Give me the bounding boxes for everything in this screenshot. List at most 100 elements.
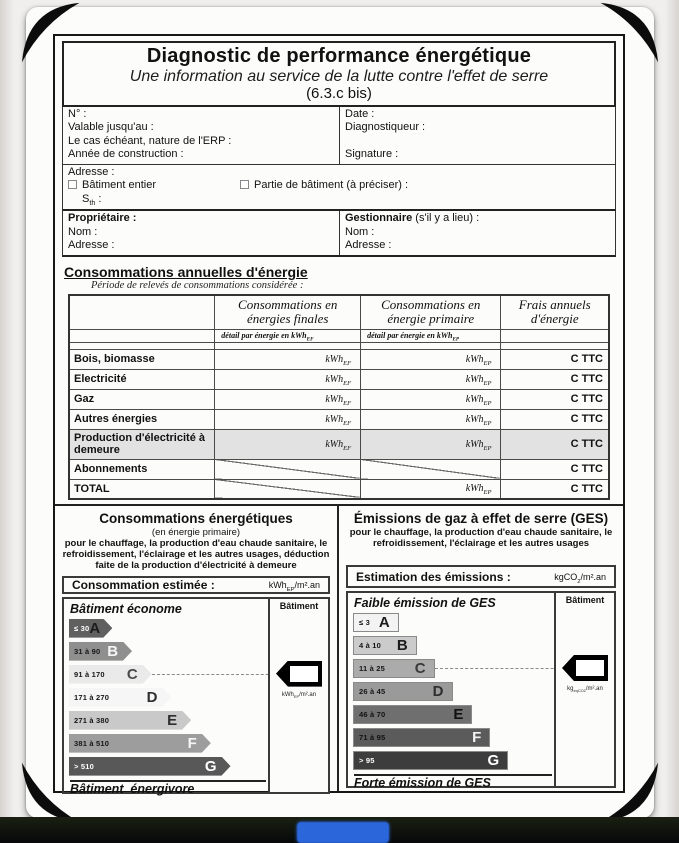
class-range-label: 381 à 510 (74, 738, 110, 748)
class-letter: C (126, 665, 138, 683)
class-bar-c: 91 à 170 C (69, 665, 152, 684)
page-curl-top-left-icon (21, 2, 80, 63)
annual-cost-value: C TTC (500, 368, 610, 390)
taskbar-highlight[interactable] (297, 822, 389, 843)
identification-left: N° : Valable jusqu'au : Le cas échéant, … (63, 107, 339, 164)
ges-class-row: 71 à 95 F (353, 728, 552, 747)
field-erp-label: Le cas échéant, nature de l'ERP : (68, 134, 232, 147)
energy-class-row: 271 à 380 E (69, 711, 266, 730)
ges-panel-title: Émissions de gaz à effet de serre (GES) (353, 511, 609, 527)
crossed-out-cell (360, 458, 502, 480)
field-date-label: Date : (345, 107, 375, 120)
class-range-label: > 510 (74, 761, 94, 771)
primary-energy-value: kWhEP (360, 348, 502, 370)
address-label: Adresse : (68, 165, 115, 178)
page-curl-bottom-left-icon (21, 762, 80, 823)
class-bar-f: 381 à 510 F (69, 734, 211, 753)
page-subtitle: Une information au service de la lutte c… (129, 68, 549, 85)
ges-estimate-box: Estimation des émissions : kgCO2/m².an (346, 565, 616, 588)
energy-estimate-label: Consommation estimée : (72, 577, 215, 592)
ges-estimate-unit: kgCO2/m².an (554, 571, 606, 585)
energy-building-column: Bâtiment kWhEP/m².an (268, 598, 328, 792)
col-header-empty (68, 294, 216, 330)
ges-class-row: 26 à 45 D (353, 682, 552, 701)
table-row: Electricité kWhEF kWhEP C TTC (68, 368, 610, 390)
class-letter: F (187, 734, 197, 752)
page-curl-bottom-right-icon (600, 762, 659, 823)
manager-name-label: Nom : (345, 225, 375, 238)
col-subheader-primary: détail par énergie en kWhEP (360, 328, 502, 343)
class-bar-e: 46 à 70 E (353, 705, 473, 724)
whole-building-label: Bâtiment entier (82, 179, 156, 192)
ges-class-row: 4 à 10 B (353, 636, 552, 655)
class-range-label: 271 à 380 (74, 715, 110, 725)
manager-address-label: Adresse : (345, 239, 392, 252)
consumption-section-title: Consommations annuelles d'énergie (64, 263, 308, 280)
energy-scale-bottom-label: Bâtiment énergivore (70, 779, 266, 796)
energy-panel-subtitle: (en énergie primaire) (151, 526, 241, 538)
energy-class-row: ≤ 30 A (69, 619, 266, 638)
field-signature-label: Signature : (345, 148, 399, 161)
class-letter: D (146, 688, 158, 706)
sth-label: Sth : (82, 192, 102, 208)
ges-class-row: ≤ 3 A (353, 613, 552, 632)
col-header-cost: Frais annuels d'énergie (500, 294, 610, 330)
building-column-unit: kWhEP/m².an (281, 691, 317, 699)
class-letter: E (453, 706, 464, 723)
final-energy-value: kWhEF (214, 348, 362, 370)
class-range-label: 26 à 45 (359, 687, 386, 696)
class-bar-a: ≤ 30 A (69, 619, 112, 638)
class-bar-e: 271 à 380 E (69, 711, 191, 730)
class-letter: B (107, 642, 119, 660)
page-curl-top-right-icon (600, 2, 659, 63)
form-reference: (6.3.c bis) (306, 85, 372, 103)
crossed-out-cell (214, 478, 362, 500)
class-letter: G (204, 757, 217, 775)
col-subheader-final: détail par énergie en kWhEF (214, 328, 362, 343)
energy-class-bars: ≤ 30 A 31 à 90 B 91 à 170 C 171 à 270 D 271 à 38… (69, 619, 328, 780)
energy-panel-title: Consommations énergétiques (99, 511, 293, 527)
energy-panel-description: pour le chauffage, la production d'eau c… (62, 538, 330, 572)
class-letter: B (396, 637, 408, 654)
ges-estimate-label: Estimation des émissions : (356, 569, 511, 584)
class-letter: E (167, 711, 178, 729)
ges-scale-top-label: Faible émission de GES (354, 596, 496, 610)
parties-section: Propriétaire : Nom : Adresse : Gestionna… (62, 209, 616, 257)
class-range-label: 91 à 170 (74, 669, 105, 679)
final-energy-value: kWhEF (214, 388, 362, 410)
col-header-primary: Consommations en énergie primaire (360, 294, 502, 330)
primary-energy-value: kWhEP (360, 428, 502, 460)
ges-class-bars: ≤ 3 A 4 à 10 B 11 à 25 C 26 à 45 D 46 à 70 E 71 à … (353, 613, 614, 774)
ges-building-column: Bâtiment kgeqCO2/m².an (554, 593, 614, 786)
col-header-final: Consommations en énergies finales (214, 294, 362, 330)
manager-label: Gestionnaire (s'il y a lieu) : (345, 212, 480, 225)
manager-block: Gestionnaire (s'il y a lieu) : Nom : Adr… (339, 211, 615, 255)
class-letter: F (472, 729, 482, 746)
building-part-checkbox[interactable] (239, 180, 249, 190)
primary-energy-value: kWhEP (360, 408, 502, 430)
ges-panel-description: pour le chauffage, la production d'eau c… (349, 526, 613, 549)
table-row: Production d'électricité à demeure kWhEF… (68, 428, 610, 460)
class-bar-c: 11 à 25 C (353, 659, 435, 678)
class-range-label: ≤ 30 (74, 623, 90, 633)
field-valid-until-label: Valable jusqu'au : (68, 121, 154, 134)
building-column-unit: kgeqCO2/m².an (567, 686, 603, 694)
rating-panels: Consommations énergétiques (en énergie p… (55, 504, 623, 796)
energy-class-row: 91 à 170 C (69, 665, 328, 684)
class-range-label: > 95 (359, 756, 375, 765)
class-range-label: 171 à 270 (74, 692, 110, 702)
energy-panel: Consommations énergétiques (en énergie p… (55, 506, 339, 796)
annual-cost-value: C TTC (500, 458, 610, 480)
whole-building-checkbox[interactable] (68, 180, 77, 190)
identification-right: Date : Diagnostiqueur : Signature : (339, 106, 615, 164)
rating-connector-line (151, 673, 328, 675)
table-row: Bois, biomasse kWhEF kWhEP C TTC (68, 348, 610, 370)
energy-class-row: > 510 G (69, 757, 266, 776)
class-bar-d: 171 à 270 D (69, 688, 171, 707)
annual-cost-value: C TTC (500, 348, 610, 370)
annual-cost-value: C TTC (500, 388, 610, 410)
ges-class-chart: Faible émission de GES ≤ 3 A 4 à 10 B 11 à 2… (346, 591, 616, 790)
class-range-label: 46 à 70 (359, 710, 386, 719)
owner-block: Propriétaire : Nom : Adresse : (63, 211, 339, 255)
class-range-label: ≤ 3 (359, 618, 370, 627)
